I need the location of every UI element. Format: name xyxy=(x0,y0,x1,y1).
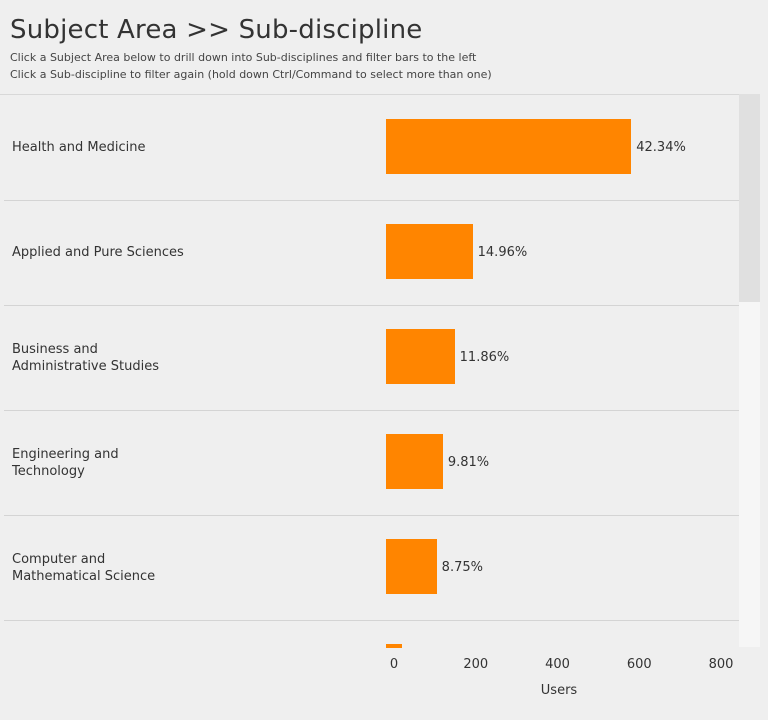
scrollbar-thumb[interactable] xyxy=(739,94,760,302)
x-tick-label: 0 xyxy=(389,657,399,672)
bar[interactable] xyxy=(386,119,632,174)
bar[interactable] xyxy=(386,329,455,384)
bar[interactable] xyxy=(386,224,473,279)
category-row[interactable]: Business and Administrative Studies 11.86… xyxy=(4,305,739,411)
bar-value-label: 42.34% xyxy=(636,140,686,155)
x-tick-label: 800 xyxy=(708,657,734,672)
category-label: Computer and Mathematical Science xyxy=(12,551,156,584)
category-row[interactable] xyxy=(4,620,739,648)
x-tick-label: 600 xyxy=(626,657,652,672)
bar-chart: Health and Medicine 42.34% Applied and Pur… xyxy=(0,94,739,648)
category-label: Health and Medicine xyxy=(12,140,146,155)
category-label: Applied and Pure Sciences xyxy=(12,245,184,260)
x-tick-label: 400 xyxy=(545,657,570,672)
instruction-text-1: Click a Subject Area below to drill down… xyxy=(10,51,477,64)
chart-title: Subject Area >> Sub-discipline xyxy=(10,15,423,45)
vertical-scrollbar[interactable] xyxy=(739,94,760,647)
category-label: Business and Administrative Studies xyxy=(12,341,159,374)
category-label: Engineering and Technology xyxy=(12,446,119,479)
bar[interactable] xyxy=(386,539,437,594)
bar-value-label: 14.96% xyxy=(477,245,528,260)
category-label xyxy=(12,620,352,648)
category-row[interactable]: Health and Medicine 42.34% xyxy=(4,95,739,201)
bar-value-label: 11.86% xyxy=(459,350,510,365)
bar[interactable] xyxy=(386,434,443,489)
category-row[interactable]: Engineering and Technology 9.81% xyxy=(4,410,739,516)
instruction-text-2: Click a Sub-discipline to filter again (… xyxy=(10,68,492,81)
category-row[interactable]: Applied and Pure Sciences 14.96% xyxy=(4,200,739,306)
x-axis-title: Users xyxy=(540,683,578,698)
category-row[interactable]: Computer and Mathematical Science 8.75% xyxy=(4,515,739,621)
bar-value-label: 8.75% xyxy=(441,560,483,575)
x-axis: Users 0 200 400 600 800 xyxy=(0,647,768,720)
x-tick-label: 200 xyxy=(463,657,489,672)
bar-value-label: 9.81% xyxy=(447,455,490,470)
bar[interactable] xyxy=(386,644,402,648)
